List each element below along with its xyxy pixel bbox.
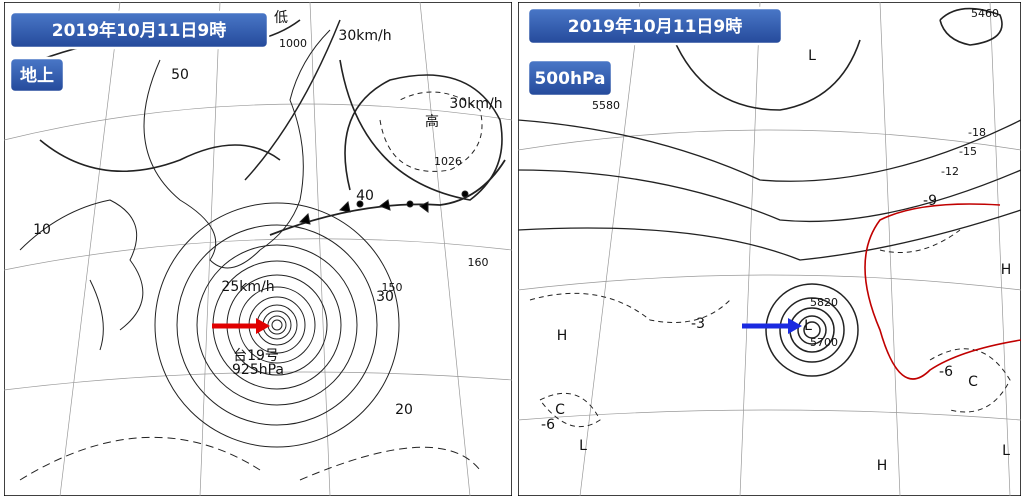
map-label: L bbox=[579, 438, 587, 454]
map-label: 50 bbox=[171, 67, 189, 83]
map-label: -6 bbox=[939, 364, 953, 380]
map-label: 20 bbox=[395, 402, 413, 418]
isobar bbox=[196, 244, 358, 406]
map-label: -18 bbox=[968, 126, 986, 139]
map-label: 30km/h bbox=[449, 96, 502, 112]
map-label: -15 bbox=[959, 145, 977, 158]
map-label: C bbox=[555, 402, 565, 418]
isobar bbox=[176, 224, 378, 426]
map-label: 1026 bbox=[434, 155, 462, 168]
map-label: H bbox=[557, 328, 568, 344]
map-label: 160 bbox=[468, 256, 489, 269]
contour bbox=[779, 297, 845, 363]
map-label: 925hPa bbox=[232, 362, 284, 378]
map-label: -9 bbox=[923, 193, 937, 209]
label-box bbox=[526, 6, 784, 46]
map-label: 5820 bbox=[810, 296, 838, 309]
map-label: H bbox=[877, 458, 888, 474]
map-label: 150 bbox=[382, 281, 403, 294]
map-label: 1000 bbox=[279, 37, 307, 50]
map-label: L bbox=[808, 48, 816, 64]
isobar bbox=[154, 202, 400, 448]
map-label: 30 bbox=[376, 289, 394, 305]
map-label: -3 bbox=[691, 316, 705, 332]
map-label: 30km/h bbox=[338, 28, 391, 44]
contour bbox=[765, 283, 859, 377]
map-label: H bbox=[1001, 262, 1012, 278]
surface-map bbox=[4, 2, 512, 496]
map-label: C bbox=[968, 374, 978, 390]
map-label: 高 bbox=[425, 113, 439, 130]
panel-level: 地上 bbox=[20, 65, 54, 86]
contour bbox=[803, 321, 821, 339]
contour bbox=[797, 315, 827, 345]
map-label: -12 bbox=[941, 165, 959, 178]
map-label: 10 bbox=[33, 222, 51, 238]
map-label: L bbox=[1002, 443, 1010, 459]
map-label: 5580 bbox=[592, 99, 620, 112]
map-label: L bbox=[804, 318, 812, 334]
label-box bbox=[526, 58, 614, 98]
map-label: 40 bbox=[356, 188, 374, 204]
map-label: -6 bbox=[541, 417, 555, 433]
label-box bbox=[8, 56, 66, 94]
panel-level: 500hPa bbox=[534, 69, 605, 89]
map-label: 台19号 bbox=[233, 348, 279, 364]
panel-title: 2019年10月11日9時 bbox=[568, 16, 742, 37]
isobar bbox=[271, 319, 283, 331]
panel-title: 2019年10月11日9時 bbox=[52, 20, 226, 41]
map-label: 5700 bbox=[810, 336, 838, 349]
label-box bbox=[8, 10, 270, 50]
map-label: 5460 bbox=[971, 7, 999, 20]
map-label: 低 bbox=[274, 10, 288, 26]
map-label: 25km/h bbox=[221, 279, 274, 295]
